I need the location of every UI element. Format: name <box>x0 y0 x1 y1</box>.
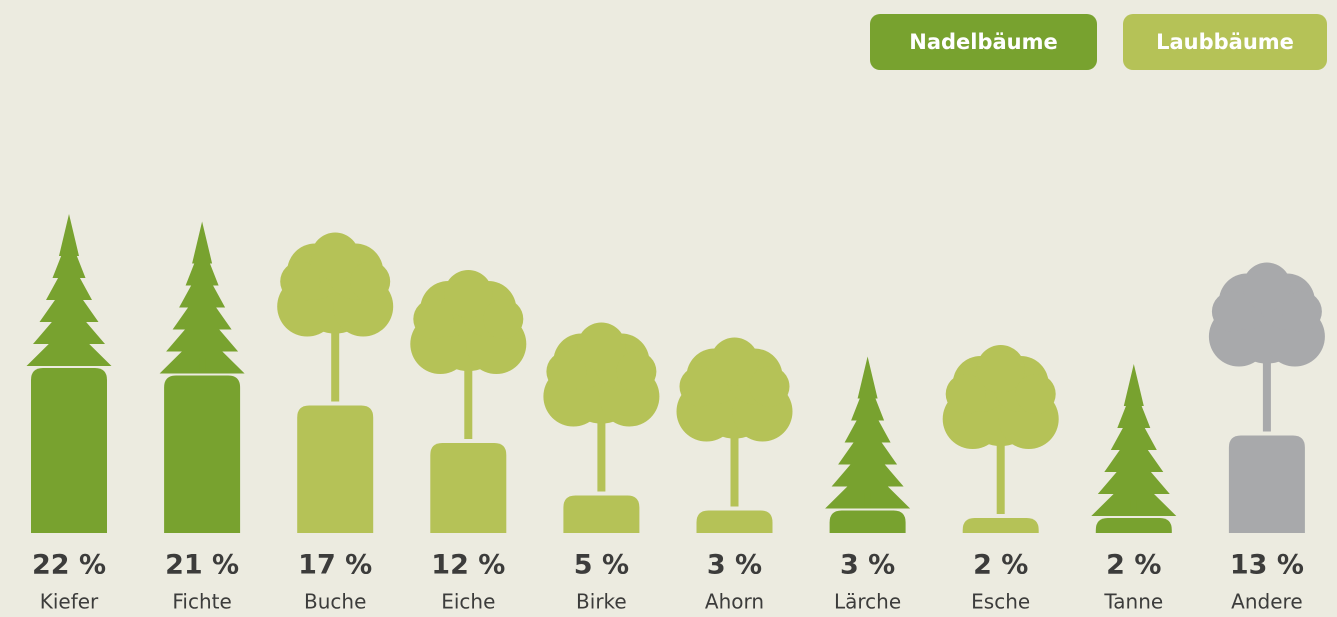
tree-crown <box>280 261 321 302</box>
tree-trunk <box>1262 361 1271 432</box>
category-label: Lärche <box>834 590 901 614</box>
tree-trunk <box>331 331 340 402</box>
value-label: 22 % <box>32 550 106 581</box>
tree-crown <box>546 351 587 392</box>
tree-crown <box>825 356 911 509</box>
category-label: Tanne <box>1103 590 1163 614</box>
bar <box>164 375 241 533</box>
tree-icon <box>942 345 1059 514</box>
tree-crown <box>1211 291 1252 332</box>
bar <box>1228 435 1305 533</box>
tree-icon <box>159 221 245 374</box>
tree-trunk <box>199 357 206 372</box>
category-label: Fichte <box>172 590 231 614</box>
tree-icon <box>543 322 660 492</box>
tree-crown <box>26 214 112 366</box>
legend-label: Laubbäume <box>1156 30 1294 54</box>
tree-trunk <box>66 350 72 364</box>
tree-crown <box>577 322 626 371</box>
tree-crown <box>710 337 759 386</box>
value-label: 3 % <box>707 550 762 581</box>
legend-box <box>1123 14 1327 70</box>
tree-crown <box>1281 291 1322 332</box>
tree-crown <box>976 345 1025 393</box>
legend-box <box>870 14 1097 70</box>
category-label: Buche <box>304 590 366 614</box>
value-label: 2 % <box>1106 550 1161 581</box>
tree-crown <box>350 261 391 302</box>
tree-crown <box>679 366 720 407</box>
value-label: 12 % <box>431 550 505 581</box>
tree-crown <box>945 374 986 414</box>
category-label: Esche <box>971 590 1030 614</box>
tree-icon <box>676 337 793 507</box>
tree-trunk <box>464 369 473 439</box>
category-label: Kiefer <box>40 590 99 614</box>
value-label: 2 % <box>973 550 1028 581</box>
legend-label: Nadelbäume <box>909 30 1058 54</box>
tree-crown <box>1015 374 1056 414</box>
tree-trunk <box>996 444 1005 514</box>
bar <box>696 510 773 533</box>
bar <box>829 510 906 533</box>
category-label: Ahorn <box>705 590 764 614</box>
tree-icon <box>26 214 112 366</box>
value-label: 3 % <box>840 550 895 581</box>
tree-icon <box>1208 262 1325 432</box>
tree-icon <box>410 270 527 439</box>
tree-trunk <box>1130 500 1137 514</box>
tree-icon <box>1091 364 1177 516</box>
tree-crown <box>159 221 245 374</box>
bar <box>297 405 374 533</box>
bar <box>31 368 107 533</box>
tree-crown <box>483 299 524 339</box>
tree-icon <box>277 232 394 402</box>
tree-icon <box>825 356 911 509</box>
tree-crown <box>1091 364 1177 516</box>
tree-crown <box>1242 262 1291 311</box>
bar <box>1095 518 1172 533</box>
bar <box>430 443 507 533</box>
value-label: 13 % <box>1230 550 1304 581</box>
tree-crown <box>616 351 657 392</box>
value-label: 21 % <box>165 550 239 581</box>
bar <box>563 495 640 533</box>
bar <box>962 518 1039 533</box>
value-label: 5 % <box>574 550 629 581</box>
tree-trunk <box>864 492 871 507</box>
tree-trunk <box>597 421 606 492</box>
tree-crown <box>444 270 493 318</box>
category-label: Birke <box>576 590 627 614</box>
category-label: Andere <box>1231 590 1302 614</box>
value-label: 17 % <box>298 550 372 581</box>
tree-trunk <box>730 436 739 507</box>
tree-crown <box>311 232 360 281</box>
tree-crown <box>749 366 790 407</box>
tree-crown <box>413 299 454 339</box>
category-label: Eiche <box>441 590 495 614</box>
